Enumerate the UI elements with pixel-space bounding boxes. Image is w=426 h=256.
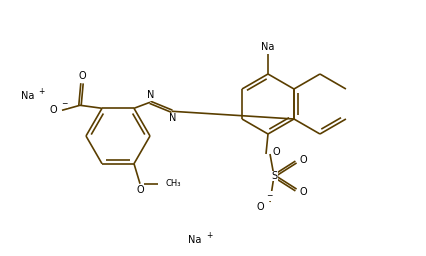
- Text: O: O: [256, 202, 264, 212]
- Text: O: O: [78, 71, 86, 81]
- Text: O: O: [136, 185, 144, 195]
- Text: Na: Na: [261, 42, 275, 52]
- Text: S: S: [271, 171, 277, 181]
- Text: CH₃: CH₃: [165, 179, 181, 188]
- Text: +: +: [38, 87, 44, 95]
- Text: N: N: [169, 113, 177, 123]
- Text: O: O: [272, 147, 280, 157]
- Text: −: −: [266, 191, 272, 200]
- Text: N: N: [147, 90, 155, 100]
- Text: −: −: [61, 99, 67, 108]
- Text: O: O: [299, 155, 307, 165]
- Text: O: O: [49, 105, 57, 115]
- Text: Na: Na: [21, 91, 35, 101]
- Text: Na: Na: [188, 235, 201, 245]
- Text: O: O: [299, 187, 307, 197]
- Text: +: +: [206, 231, 212, 240]
